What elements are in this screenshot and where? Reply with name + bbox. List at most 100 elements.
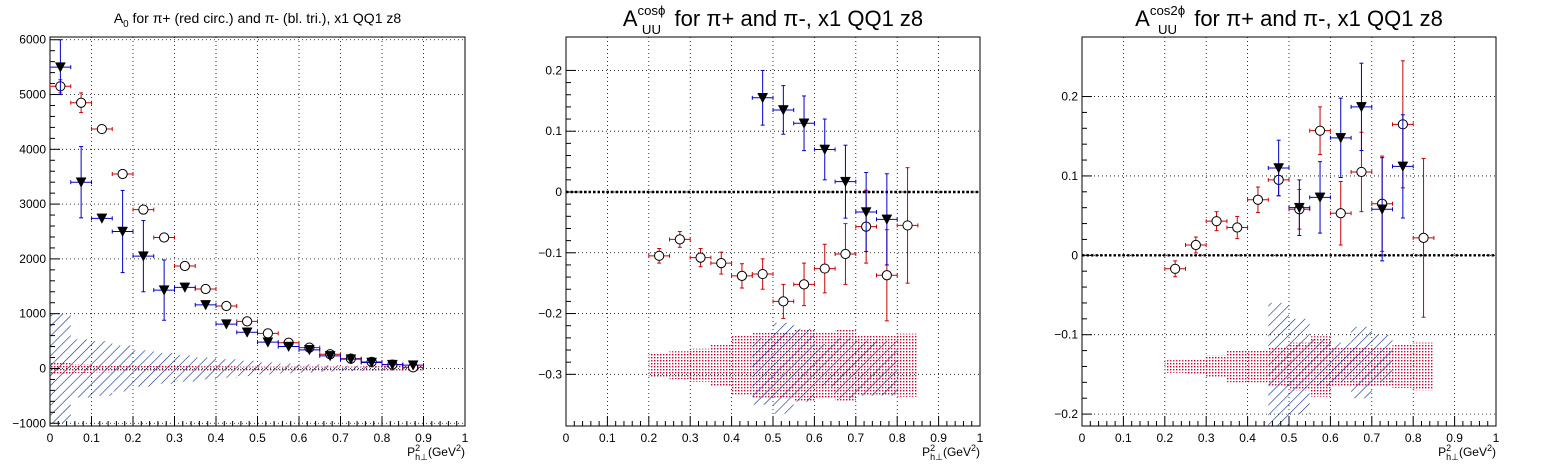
data-series	[648, 69, 919, 322]
data-point-circle	[1418, 232, 1429, 243]
data-point-circle	[736, 270, 748, 281]
data-point-circle	[1356, 166, 1367, 178]
data-point-triangle	[54, 62, 66, 73]
x-tick-label: 0.6	[1322, 431, 1339, 445]
title-text: for π+ (red circ.) and π- (bl. tri.), x1…	[128, 10, 402, 26]
data-point-triangle	[137, 251, 149, 262]
y-tick-label: −0.1	[538, 246, 562, 260]
data-point-circle	[96, 123, 107, 135]
data-point-circle	[1335, 208, 1346, 219]
x-tick-label: 0	[1079, 431, 1086, 445]
data-point-circle	[881, 270, 892, 281]
data-point-triangle	[179, 282, 191, 293]
data-point-circle	[76, 97, 87, 108]
x-tick-label: 0.2	[1156, 431, 1173, 445]
chart-panel-2: 0 0.1 0.2 0.3 0.4 0.5 0.6 0.7 0.8 0.9 1 −0.3 −0.2 −0.…	[538, 36, 984, 445]
title-text: for π+ and π-, x1 QQ1 z8	[1188, 6, 1443, 31]
y-tick-label: −0.1	[1054, 328, 1078, 342]
x-tick-label: 0.3	[1198, 431, 1215, 445]
data-point-circle	[1211, 216, 1222, 227]
data-point-triangle	[386, 359, 398, 371]
data-point-triangle	[840, 176, 851, 188]
data-point-triangle	[158, 285, 170, 296]
y-tick-label: −1000	[12, 416, 46, 430]
y-tick-label: 5000	[19, 88, 46, 102]
data-point-triangle	[283, 341, 295, 353]
data-point-circle	[159, 232, 170, 243]
y-tick-label: 6000	[19, 33, 46, 47]
data-point-triangle	[241, 327, 253, 338]
data-series	[50, 39, 424, 373]
x-tick-label: 0.7	[1363, 431, 1380, 445]
y-tick-label: −0.2	[1054, 407, 1078, 421]
title-script: cos2ϕ UU	[1149, 2, 1186, 38]
x-tick-label: 0.3	[166, 431, 183, 445]
data-point-triangle	[117, 226, 129, 238]
x-tick-label: 0.8	[1405, 431, 1422, 445]
chart-title: A0 for π+ (red circ.) and π- (bl. tri.),…	[50, 10, 465, 30]
y-tick-label: 1000	[19, 307, 46, 321]
data-point-triangle	[1397, 161, 1409, 172]
data-point-circle	[262, 328, 273, 339]
x-axis-label: P 2 h⊥ (GeV2)	[407, 442, 465, 462]
data-point-triangle	[75, 177, 87, 188]
data-point-triangle	[1335, 133, 1347, 144]
data-point-triangle	[96, 213, 108, 224]
y-tick-label: 0	[1071, 248, 1078, 262]
data-point-triangle	[777, 105, 789, 116]
data-point-circle	[1314, 125, 1326, 136]
data-point-circle	[242, 316, 253, 327]
data-point-triangle	[757, 93, 769, 104]
x-tick-label: 0.5	[1281, 431, 1298, 445]
y-tick-label: 2000	[19, 252, 46, 266]
data-point-triangle	[1293, 202, 1305, 214]
data-point-circle	[840, 248, 851, 260]
x-tick-label: 0.2	[125, 431, 142, 445]
x-tick-label: 0.6	[806, 431, 823, 445]
data-point-circle	[138, 204, 149, 215]
data-point-circle	[1252, 194, 1264, 205]
x-tick-label: 0.5	[765, 431, 782, 445]
data-point-circle	[117, 168, 128, 180]
data-point-triangle	[366, 357, 378, 368]
data-point-triangle	[1356, 102, 1367, 113]
title-subscript: 0	[123, 18, 129, 30]
x-tick-label: 0.7	[332, 431, 349, 445]
data-point-circle	[1170, 263, 1181, 274]
data-point-circle	[819, 263, 830, 274]
data-point-triangle	[860, 207, 872, 218]
data-point-triangle	[1273, 163, 1285, 174]
x-axis-label: P 2 h⊥ (GeV2)	[1438, 442, 1496, 462]
x-tick-label: 0.9	[930, 431, 947, 445]
x-tick-label: 0.9	[415, 431, 432, 445]
data-point-circle	[798, 279, 810, 290]
data-point-triangle	[220, 319, 232, 330]
data-point-triangle	[407, 360, 419, 371]
x-tick-label: 0.1	[599, 431, 616, 445]
x-tick-label: 0.2	[640, 431, 657, 445]
data-point-triangle	[819, 144, 831, 155]
x-tick-label: 0.7	[847, 431, 864, 445]
data-point-circle	[654, 250, 665, 261]
data-point-triangle	[303, 345, 315, 356]
x-axis-label: P 2 h⊥ (GeV2)	[922, 442, 980, 462]
data-point-triangle	[262, 337, 274, 348]
y-tick-label: 4000	[19, 142, 46, 156]
data-point-triangle	[324, 351, 336, 362]
data-point-triangle	[1376, 204, 1388, 215]
systematic-bands	[50, 313, 424, 424]
data-point-circle	[778, 296, 789, 307]
x-tick-label: 0.3	[682, 431, 699, 445]
data-series	[1164, 60, 1435, 318]
y-tick-label: 0	[39, 361, 46, 375]
data-point-circle	[179, 260, 190, 272]
systematic-band-dots	[50, 363, 424, 374]
data-point-circle	[1190, 239, 1201, 251]
data-point-triangle	[1314, 192, 1326, 203]
data-point-circle	[902, 220, 913, 231]
data-point-circle	[695, 252, 706, 263]
x-tick-label: 0.1	[83, 431, 100, 445]
data-point-circle	[674, 234, 685, 245]
data-point-circle	[1232, 222, 1243, 233]
